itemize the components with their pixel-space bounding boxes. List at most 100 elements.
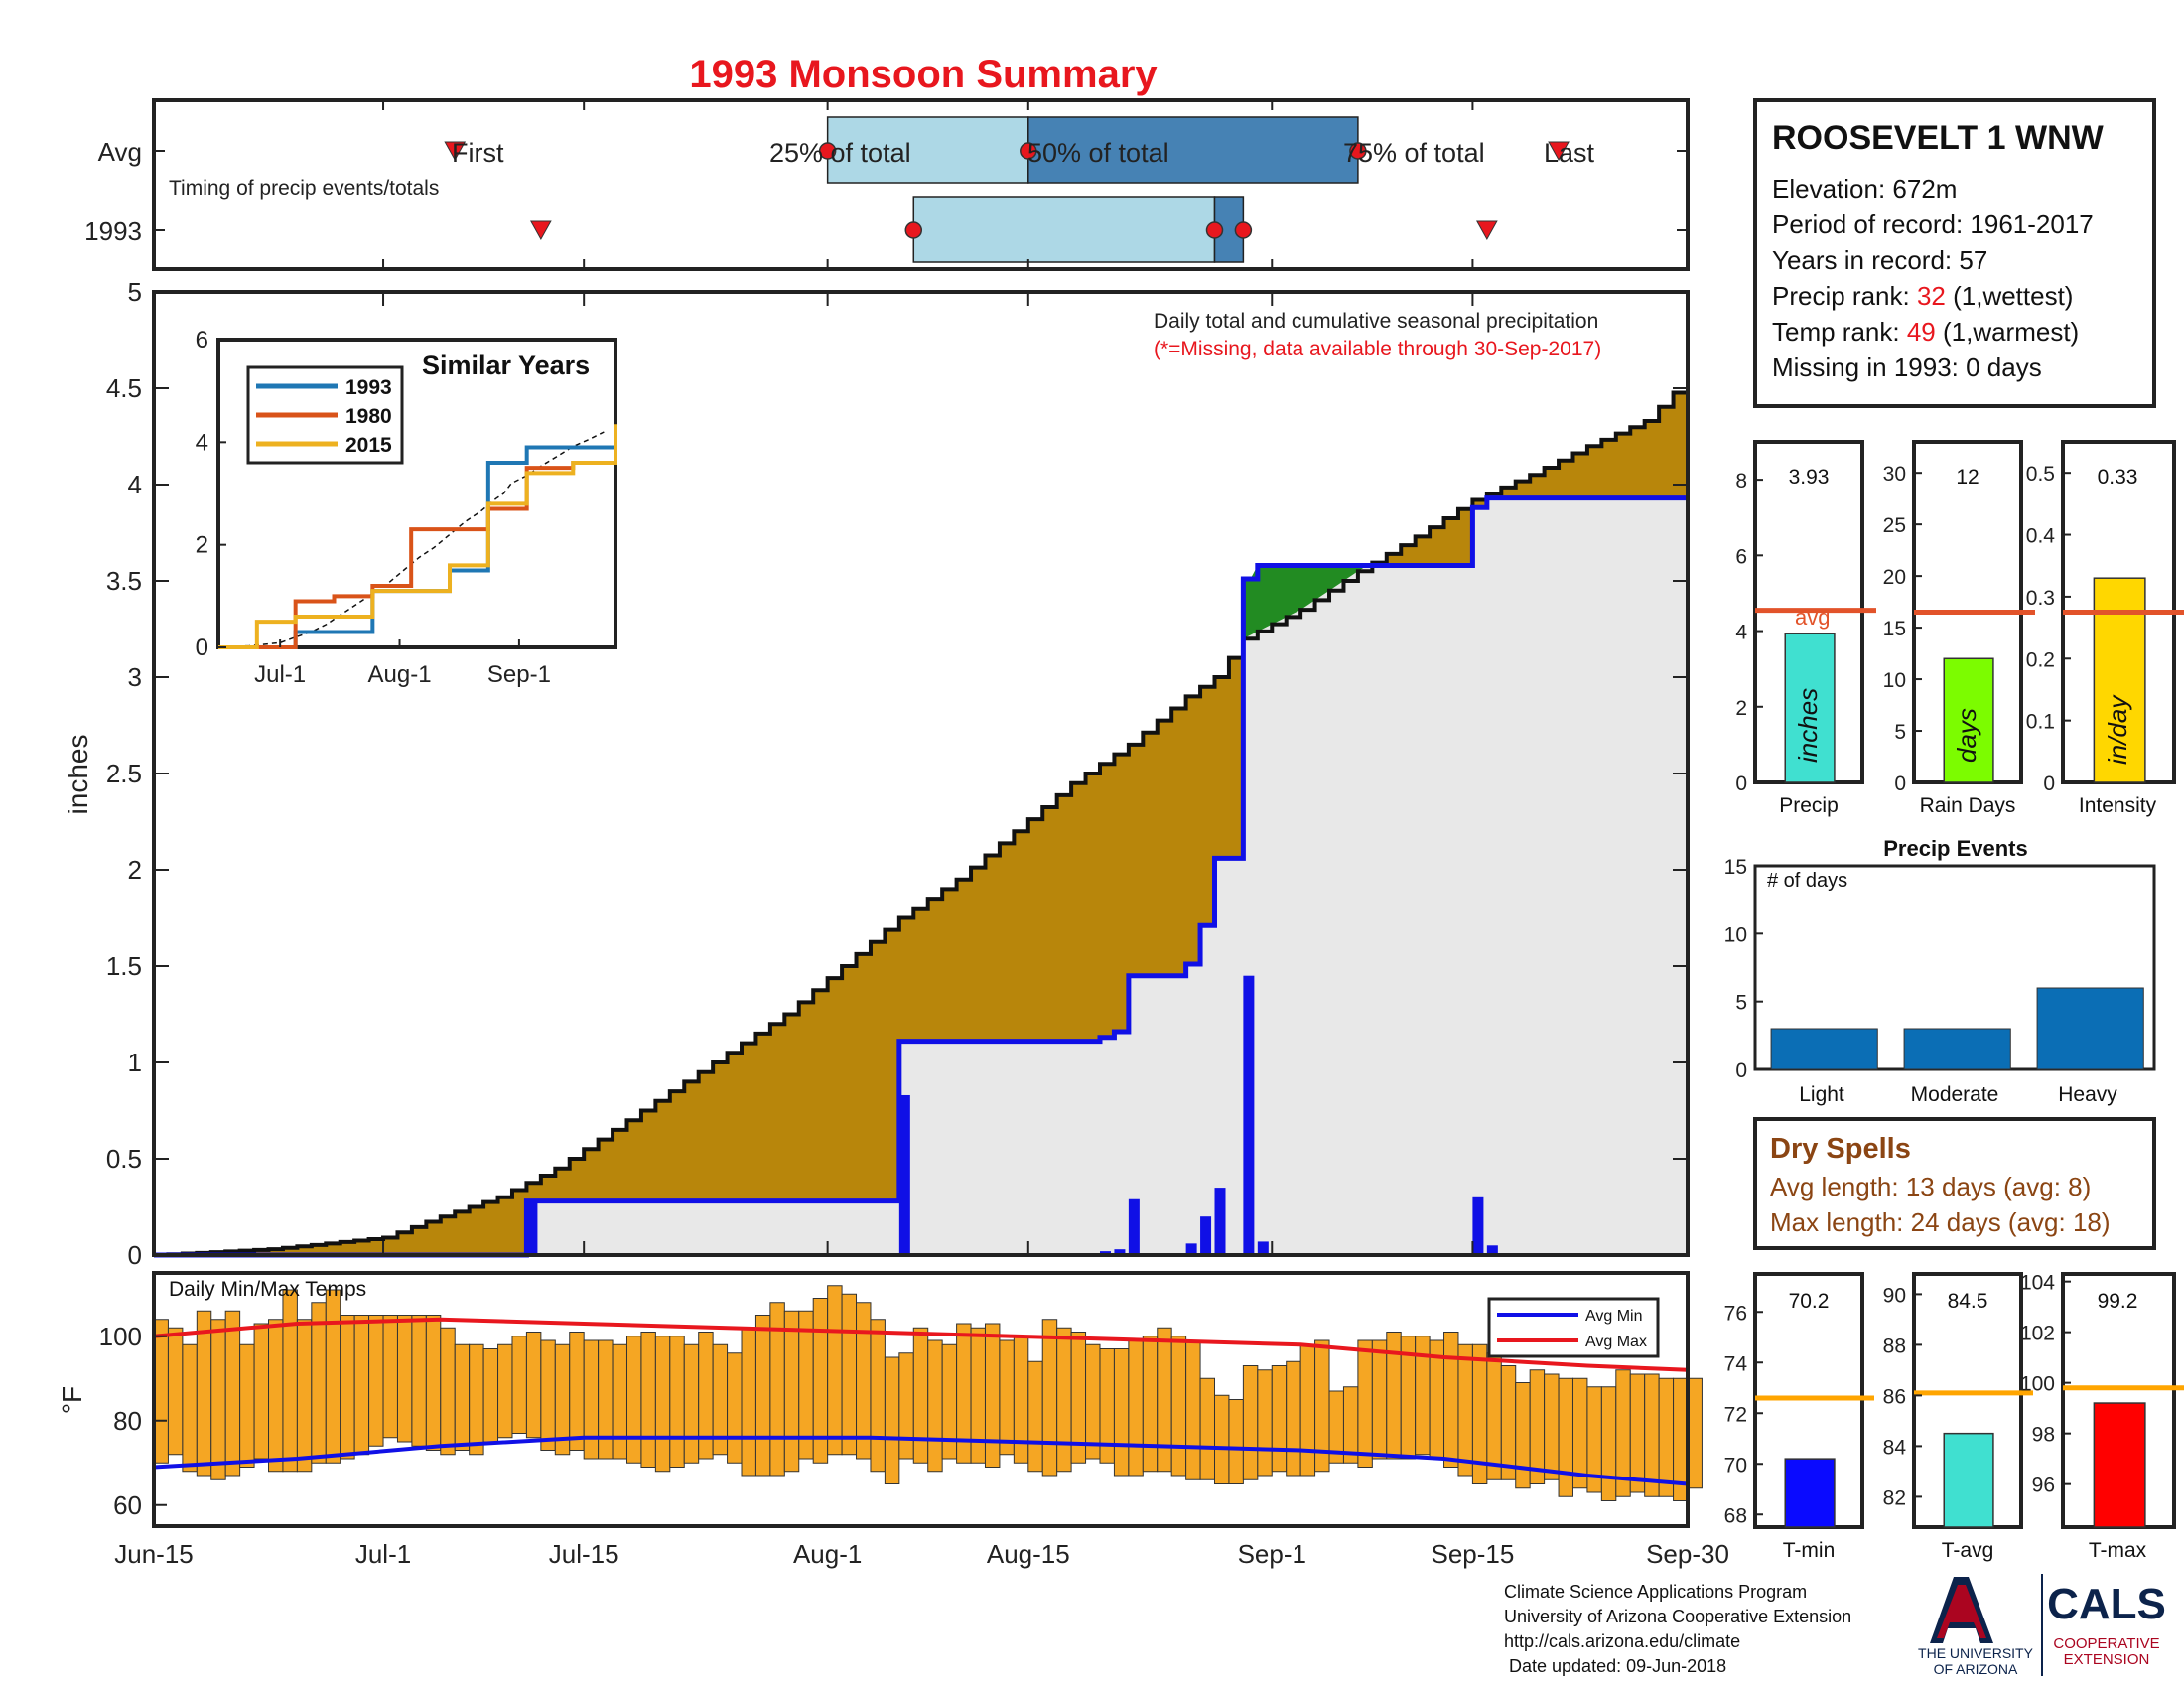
daily-temp-bar — [425, 1315, 442, 1451]
temps-y-tick-label: 80 — [113, 1406, 142, 1436]
daily-temp-bar — [654, 1336, 671, 1473]
tmax_bar-bar — [2093, 1402, 2146, 1528]
university-of-arizona-logo: THE UNIVERSITY OF ARIZONA — [1918, 1577, 2034, 1677]
y1993-iqr-low — [912, 196, 1216, 263]
daily-temp-bar — [1199, 1377, 1216, 1480]
daily-temp-bar — [1457, 1343, 1473, 1477]
daily-temp-bar — [210, 1319, 226, 1480]
events-y-tick-label: 15 — [1724, 856, 1747, 879]
raindays-y-tick-label: 20 — [1883, 566, 1906, 589]
daily-temp-bar — [1113, 1348, 1130, 1477]
tmax_bar-y-tick-label: 102 — [2020, 1323, 2055, 1345]
logo-coop-line-1: COOPERATIVE — [2053, 1635, 2159, 1652]
inset-x-tick-label: Jul-1 — [254, 661, 306, 688]
daily-temp-bar — [841, 1293, 858, 1456]
raindays-bar — [1943, 657, 1994, 783]
tavg_bar-y-tick-label: 86 — [1883, 1385, 1906, 1408]
daily-temp-bar — [1085, 1343, 1101, 1460]
daily-temp-bar — [525, 1332, 542, 1439]
daily-precip-bar — [1214, 1188, 1226, 1255]
dry-spells-box: Dry Spells Avg length: 13 days (avg: 8) … — [1753, 1117, 2156, 1250]
legend-1980-label: 1980 — [345, 405, 392, 428]
station-missing: Missing in 1993: 0 days — [1772, 352, 2042, 382]
footer-line-3: http://cals.arizona.edu/climate — [1504, 1631, 1740, 1651]
daily-temp-bar — [1515, 1382, 1531, 1489]
main-note-missing: (*=Missing, data available through 30-Se… — [1154, 338, 1601, 360]
main-x-tick-label: Jul-15 — [549, 1539, 619, 1569]
raindays-y-tick-label: 25 — [1883, 514, 1906, 537]
legend-avg-max-label: Avg Max — [1585, 1334, 1647, 1350]
dry-spells-frame — [1753, 1117, 2156, 1250]
precip-bar-label: Precip — [1779, 794, 1839, 817]
daily-temp-bar — [741, 1327, 756, 1477]
main-x-tick-label: Aug-1 — [793, 1539, 862, 1569]
y1993-p50-marker — [1205, 221, 1224, 239]
legend-1993-label: 1993 — [345, 376, 392, 399]
daily-temp-bar — [1041, 1319, 1058, 1477]
raindays-y-tick-label: 15 — [1883, 618, 1906, 640]
daily-temp-bar — [167, 1327, 184, 1456]
tmin_bar-y-tick-label: 70 — [1724, 1454, 1747, 1477]
events-y-tick-label: 0 — [1735, 1059, 1747, 1082]
daily-temp-bar — [296, 1319, 313, 1473]
dry-spells-max: Max length: 24 days (avg: 18) — [1770, 1207, 2111, 1237]
daily-temp-bar — [1170, 1336, 1187, 1477]
tmax-bar-value: 99.2 — [2098, 1290, 2138, 1313]
raindays-bar-label: Rain Days — [1920, 794, 2016, 817]
daily-temp-bar — [239, 1343, 255, 1468]
timing-row-avg: Avg — [98, 137, 142, 167]
avg-p75-marker — [1349, 142, 1367, 160]
tmax_bar-y-tick-label: 96 — [2032, 1475, 2055, 1497]
daily-temp-bar — [884, 1356, 900, 1484]
daily-temp-bar — [1644, 1373, 1660, 1497]
footer-line-1: Climate Science Applications Program — [1504, 1582, 1807, 1602]
footer-line-2: University of Arizona Cooperative Extens… — [1504, 1607, 1851, 1626]
daily-precip-bar — [1257, 1241, 1269, 1255]
daily-precip-bar — [1200, 1216, 1212, 1255]
avg-iqr-high — [1027, 116, 1359, 184]
daily-temp-bar — [411, 1315, 427, 1447]
raindays-y-tick-label: 30 — [1883, 463, 1906, 486]
daily-temp-bar — [1286, 1360, 1301, 1477]
station-elevation: Elevation: 672m — [1772, 174, 1957, 204]
daily-temp-bar — [1687, 1377, 1703, 1489]
timing-caption: Timing of precip events/totals — [169, 177, 439, 200]
station-precip-rank: Precip rank: 32 (1,wettest) — [1772, 281, 2073, 311]
tavg_bar-y-tick-label: 88 — [1883, 1335, 1906, 1357]
daily-precip-bar — [1243, 975, 1255, 1255]
inset-y-tick-label: 6 — [196, 327, 208, 353]
y1993-p25-marker — [904, 221, 923, 239]
logo-ua-line-2: OF ARIZONA — [1934, 1661, 2018, 1677]
daily-temp-bar — [1128, 1339, 1144, 1477]
daily-temp-bar — [540, 1339, 556, 1451]
daily-temp-bar — [1600, 1386, 1617, 1501]
daily-precip-bar — [526, 1200, 538, 1255]
precip-y-tick-label: 6 — [1735, 545, 1747, 568]
temps-title: Daily Min/Max Temps — [169, 1278, 366, 1301]
inset-y-tick-label: 4 — [196, 429, 208, 456]
event-bar-light — [1770, 1028, 1878, 1070]
footer-line-4: Date updated: 09-Jun-2018 — [1504, 1656, 1726, 1676]
daily-temp-bar — [856, 1302, 872, 1460]
precip-events-panel: Precip Events Light Moderate Heavy 0 5 10 15 #… — [1724, 836, 2156, 1106]
intensity-bar-value: 0.33 — [2098, 466, 2138, 489]
daily-temp-bar — [1629, 1373, 1646, 1493]
daily-precip-bar — [1128, 1198, 1140, 1255]
daily-temp-bar — [340, 1315, 355, 1460]
main-x-tick-label: Aug-15 — [987, 1539, 1070, 1569]
events-y-tick-label: 5 — [1735, 992, 1747, 1015]
daily-temp-bar — [1529, 1369, 1546, 1484]
main-y-tick-label: 5 — [128, 277, 142, 307]
daily-temp-bar — [1214, 1394, 1230, 1484]
daily-temp-bar — [1142, 1336, 1159, 1473]
intensity-y-tick-label: 0 — [2043, 773, 2055, 795]
temps-legend — [1487, 1297, 1660, 1358]
daily-temp-bar — [1486, 1352, 1502, 1480]
cals-logo: CALS COOPERATIVE EXTENSION — [2047, 1580, 2166, 1668]
y1993-last-marker — [1476, 220, 1498, 241]
daily-temp-bar — [1242, 1365, 1259, 1480]
raindays-y-tick-label: 0 — [1894, 773, 1906, 795]
daily-temp-bar — [311, 1302, 327, 1464]
event-category-label: Heavy — [2058, 1083, 2117, 1106]
main-note: Daily total and cumulative seasonal prec… — [1154, 310, 1598, 333]
